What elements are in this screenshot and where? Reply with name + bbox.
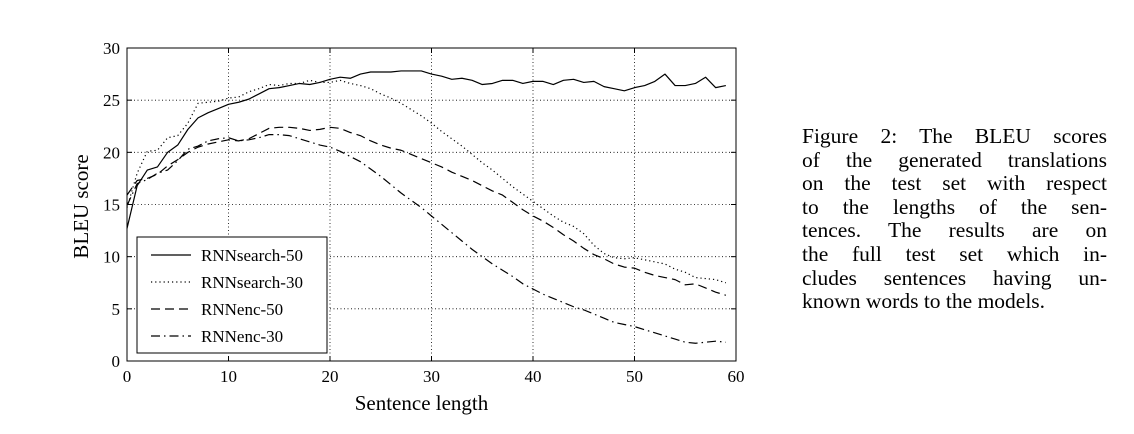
series-line-rnnsearch-30 <box>126 79 727 284</box>
caption-line: to the lengths of the sen- <box>802 194 1107 219</box>
series-line-rnnenc-30 <box>126 134 726 344</box>
y-tick-label: 20 <box>103 143 120 162</box>
x-tick-label: 40 <box>525 367 542 386</box>
x-tick-label: 60 <box>728 367 745 386</box>
caption-line: Figure 2: The BLEU scores <box>802 124 1107 148</box>
x-tick-label: 20 <box>322 367 339 386</box>
y-tick-label: 10 <box>103 248 120 267</box>
caption-line: the full test set which in- <box>802 241 1107 266</box>
x-tick-label: 10 <box>220 367 237 386</box>
chart-svg: 0 10 20 30 40 50 60 0 5 10 15 20 25 30 Sentence length… <box>69 39 745 415</box>
legend-label: RNNenc-30 <box>201 327 283 346</box>
y-tick-label: 5 <box>112 300 121 319</box>
series-line-rnnsearch-50 <box>126 70 726 229</box>
caption-line: known words to the models. <box>802 289 1046 314</box>
series-line-rnnenc-50 <box>126 126 727 296</box>
y-tick-label: 0 <box>112 352 121 371</box>
caption-line: on the test set with respect <box>802 171 1107 196</box>
y-tick-label: 30 <box>103 39 120 58</box>
x-tick-label: 30 <box>423 367 440 386</box>
figure-caption: Figure 2: The BLEU scores of the generat… <box>802 124 1107 314</box>
x-tick-label: 50 <box>626 367 643 386</box>
legend-label: RNNenc-50 <box>201 300 283 319</box>
caption-line: tences. The results are on <box>802 218 1107 243</box>
legend-label: RNNsearch-30 <box>201 273 303 292</box>
legend-box <box>136 236 328 354</box>
y-tick-label: 25 <box>103 91 120 110</box>
caption-line: of the generated translations <box>802 147 1107 172</box>
legend-label: RNNsearch-50 <box>201 246 303 265</box>
x-axis-label: Sentence length <box>355 391 489 415</box>
x-tick-label: 0 <box>123 367 132 386</box>
caption-line: cludes sentences having un- <box>802 265 1107 290</box>
y-axis-label: BLEU score <box>69 154 93 258</box>
bleu-chart: 0 10 20 30 40 50 60 0 5 10 15 20 25 30 Sentence length… <box>69 39 745 415</box>
y-tick-label: 15 <box>103 196 120 215</box>
